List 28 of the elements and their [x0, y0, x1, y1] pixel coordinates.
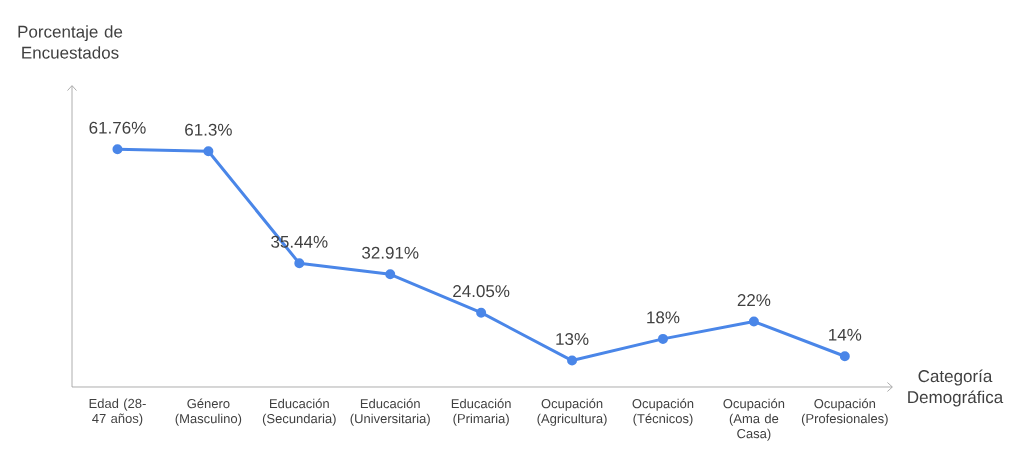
- point: [748, 316, 759, 327]
- data-label: 18%: [647, 311, 680, 324]
- data-label: 61.3%: [185, 123, 232, 136]
- x-tick-label: Ocupación (Técnicos): [632, 398, 694, 426]
- data-label: 14%: [829, 328, 862, 341]
- data-label: 13%: [556, 332, 589, 346]
- y-axis-title: Porcentaje de Encuestados: [18, 25, 123, 59]
- point: [657, 333, 668, 344]
- data-label: 24.05%: [453, 285, 510, 298]
- x-tick-label: Edad (28-47 años): [89, 398, 146, 426]
- x-tick-label: Educación (Universitaria): [350, 398, 430, 426]
- x-tick-label: Educación (Primaria): [451, 398, 511, 426]
- data-label: 32.91%: [362, 246, 419, 259]
- point: [839, 351, 850, 362]
- point: [112, 144, 123, 155]
- x-tick-label: Ocupación (Agricultura): [537, 398, 607, 426]
- data-label: 61.76%: [89, 121, 146, 134]
- x-tick-label: Ocupación (Ama de Casa): [723, 398, 785, 441]
- point: [203, 146, 214, 157]
- point: [476, 307, 487, 318]
- x-axis-title: Categoría Demográfica: [908, 369, 1004, 407]
- point: [385, 269, 396, 280]
- x-tick-label: Educación (Secundaria): [262, 398, 336, 426]
- point: [294, 258, 305, 269]
- point: [567, 355, 578, 366]
- data-label: 22%: [737, 294, 771, 307]
- x-tick-label: Género (Masculino): [175, 398, 242, 426]
- x-tick-label: Ocupación (Profesionales): [801, 398, 888, 426]
